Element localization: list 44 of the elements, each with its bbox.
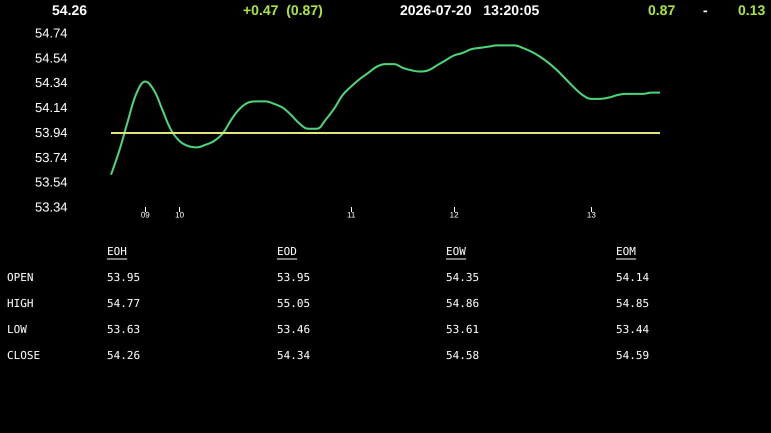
text: 54.58: [446, 349, 480, 362]
y-tick-label: 54.34: [35, 75, 68, 90]
text: 54.86: [446, 297, 480, 310]
text: OPEN: [7, 271, 34, 284]
text: 53.46: [277, 323, 310, 336]
text: 53.61: [446, 323, 480, 336]
text: LOW: [7, 323, 28, 336]
text: EOM: [616, 245, 636, 258]
line-series: [110, 44, 661, 176]
text: 55.05: [277, 297, 310, 310]
text: 54.35: [446, 271, 480, 284]
text: 53.95: [107, 271, 140, 284]
text: 54.14: [616, 271, 650, 284]
text: 54.59: [616, 349, 650, 362]
y-tick-label: 53.74: [35, 150, 68, 165]
text: 53.63: [107, 323, 140, 336]
x-tick-label: 12: [450, 210, 460, 220]
y-tick-label: 54.74: [35, 26, 68, 40]
text: 54.26: [52, 2, 88, 18]
text: 0.87: [648, 2, 676, 18]
text: 54.77: [107, 297, 140, 310]
text: CLOSE: [7, 349, 40, 362]
y-tick-label: 53.94: [35, 124, 68, 140]
text: EOW: [446, 245, 466, 258]
text: +0.47 (0.87): [243, 2, 323, 18]
text: 54.85: [616, 297, 650, 310]
text: EOH: [107, 245, 127, 258]
text: 53.95: [277, 271, 310, 284]
y-tick-label: 53.54: [35, 174, 68, 190]
text: 2026-07-20 13:20:05: [400, 2, 540, 18]
x-tick-label: 13: [586, 210, 596, 220]
y-tick-label: 53.34: [35, 200, 68, 214]
text: 54.26: [107, 349, 140, 362]
y-tick-label: 54.14: [35, 100, 68, 116]
text: 54.34: [277, 349, 310, 362]
text: HIGH: [7, 297, 34, 310]
x-tick-label: 09: [140, 210, 150, 220]
x-tick-label: 10: [175, 210, 185, 220]
x-tick-label: 11: [347, 210, 356, 220]
text: 53.44: [616, 323, 650, 336]
text: -: [703, 2, 708, 18]
text: 0.13: [738, 2, 766, 18]
y-tick-label: 54.54: [35, 50, 68, 66]
text: EOD: [277, 245, 297, 258]
